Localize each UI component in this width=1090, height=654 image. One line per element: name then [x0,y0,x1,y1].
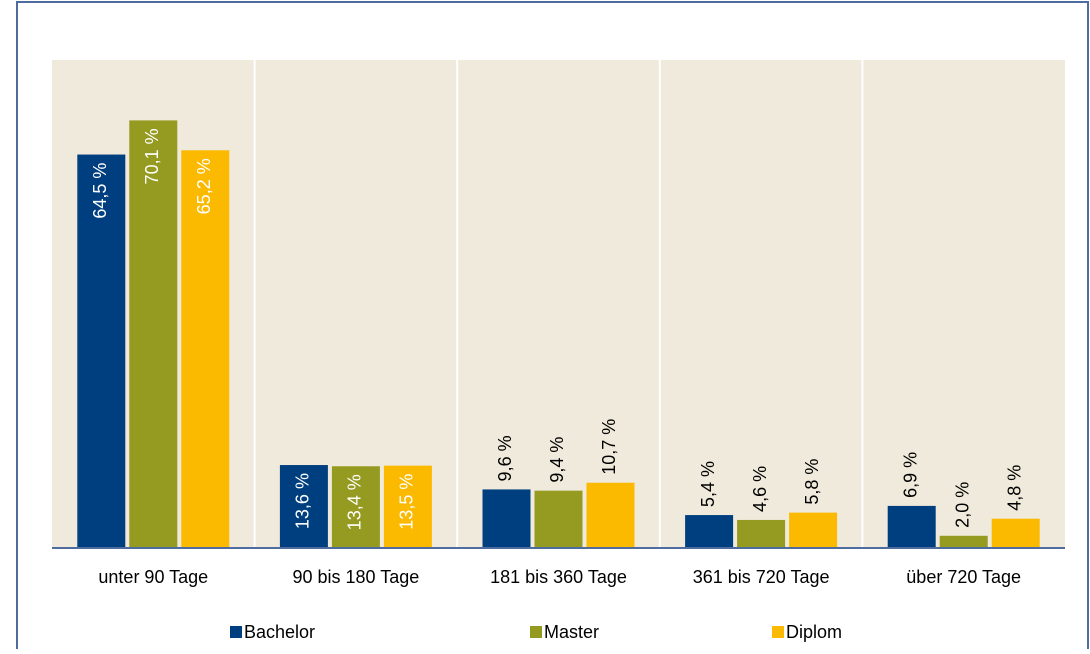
value-label: 13,6 % [293,473,313,529]
bar [586,482,635,548]
value-label: 9,4 % [547,437,567,483]
legend-label: Diplom [786,622,842,642]
legend-label: Bachelor [244,622,315,642]
value-label: 5,8 % [802,459,822,505]
value-label: 13,5 % [397,474,417,530]
value-label: 70,1 % [142,128,162,184]
bar [77,154,126,549]
bar [685,515,734,548]
value-label: 64,5 % [90,163,110,219]
x-tick-label: 361 bis 720 Tage [693,567,830,587]
bar [181,150,230,548]
bar [383,465,432,548]
x-tick-label: 90 bis 180 Tage [293,567,420,587]
value-label: 65,2 % [194,158,214,214]
value-label: 2,0 % [952,482,972,528]
legend-swatch [530,626,542,638]
bar [991,518,1040,548]
value-label: 5,4 % [698,461,718,507]
bar [482,489,531,548]
x-tick-label: über 720 Tage [906,567,1021,587]
value-label: 10,7 % [599,419,619,475]
bar [534,490,583,548]
x-tick-label: unter 90 Tage [98,567,208,587]
value-label: 4,8 % [1004,465,1024,511]
bar [887,505,936,548]
legend-label: Master [544,622,599,642]
bar [939,535,988,548]
bar [129,120,178,548]
value-label: 6,9 % [900,452,920,498]
bar [789,512,838,548]
value-label: 13,4 % [345,474,365,530]
legend-swatch [230,626,242,638]
x-tick-label: 181 bis 360 Tage [490,567,627,587]
value-label: 4,6 % [750,466,770,512]
bar [737,519,786,548]
legend-swatch [772,626,784,638]
value-label: 9,6 % [495,435,515,481]
bar [331,466,380,548]
bar [279,465,328,548]
